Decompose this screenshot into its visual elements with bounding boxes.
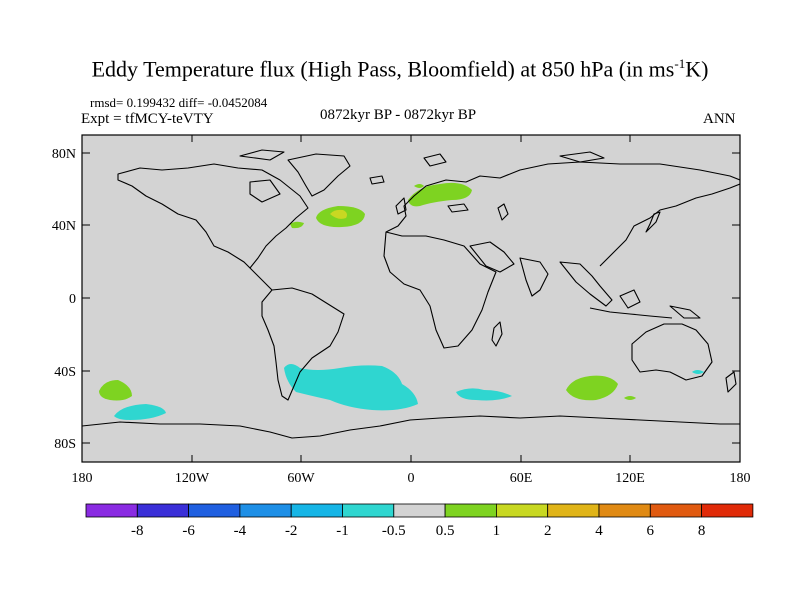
coast-greenland — [287, 153, 351, 197]
anomaly-north-atlantic-core — [330, 209, 347, 219]
anomaly-southeast-indian-small — [624, 396, 636, 400]
colorbar-swatch-9 — [547, 503, 600, 518]
period-label: 0872kyr BP - 0872kyr BP — [320, 107, 477, 123]
colorbar-swatch-7 — [444, 503, 497, 518]
coast-arctic-islands — [239, 149, 285, 161]
colorbar-swatch-0 — [85, 503, 138, 518]
colorbar: -8 -6 -4 -2 -1 -0.5 0.5 1 2 4 6 8 — [85, 503, 754, 539]
colorbar-swatch-12 — [701, 503, 754, 518]
colorbar-label-9: 4 — [595, 523, 603, 539]
coast-black-sea — [447, 203, 469, 213]
colorbar-swatch-3 — [239, 503, 292, 518]
colorbar-swatch-4 — [290, 503, 343, 518]
coast-madagascar — [491, 321, 503, 347]
lat-label-80n: 80N — [52, 147, 76, 162]
lon-label-60e: 60E — [510, 471, 533, 486]
colorbar-swatch-10 — [598, 503, 651, 518]
anomaly-australia-south-small — [692, 370, 704, 374]
rmsd-diff-label: rmsd= 0.199432 diff= -0.0452084 — [90, 95, 268, 110]
lat-label-40s: 40S — [54, 365, 76, 380]
coast-north-america — [117, 163, 309, 269]
colorbar-swatch-2 — [188, 503, 241, 518]
map-background — [82, 135, 740, 462]
coast-iceland — [369, 175, 385, 185]
colorbar-label-3: -2 — [285, 523, 298, 539]
anomaly-south-pacific-cyan — [114, 404, 166, 420]
latitude-ticks — [82, 152, 740, 444]
coast-svalbard — [423, 153, 447, 167]
coast-antarctica — [82, 415, 740, 439]
anomaly-scandinavia — [408, 182, 472, 207]
colorbar-label-8: 2 — [544, 523, 552, 539]
anomaly-arctic-sliver — [414, 184, 424, 188]
anomaly-south-indian-ocean-east — [566, 375, 618, 401]
colorbar-label-2: -4 — [234, 523, 247, 539]
coast-caspian-sea — [497, 203, 509, 221]
anomaly-northwest-atlantic — [290, 221, 304, 229]
longitude-ticks — [81, 135, 741, 462]
colorbar-label-5: -0.5 — [382, 523, 406, 539]
coast-east-asia — [599, 183, 740, 267]
season-label: ANN — [703, 111, 736, 127]
anomaly-south-atlantic — [284, 364, 418, 411]
lon-label-60w: 60W — [287, 471, 315, 486]
colorbar-swatch-11 — [649, 503, 702, 518]
lon-label-120w: 120W — [175, 471, 210, 486]
coastlines — [82, 149, 740, 439]
coast-australia — [631, 323, 713, 381]
lat-label-40n: 40N — [52, 219, 76, 234]
colorbar-label-1: -6 — [182, 523, 195, 539]
coast-africa — [383, 231, 497, 349]
coast-siberian-islands — [559, 151, 605, 163]
coast-uk — [395, 197, 407, 215]
colorbar-label-7: 1 — [493, 523, 501, 539]
coast-japan — [645, 211, 661, 233]
coast-new-guinea — [669, 305, 701, 319]
coast-europe — [385, 161, 740, 233]
coast-arabia — [469, 241, 515, 273]
lon-label-0: 0 — [408, 471, 415, 486]
coast-hudson-bay — [249, 179, 281, 203]
coast-indonesia — [589, 307, 673, 319]
coast-southeast-asia — [559, 261, 613, 307]
lat-label-0: 0 — [69, 292, 76, 307]
plot-title: Eddy Temperature flux (High Pass, Bloomf… — [91, 56, 709, 82]
colorbar-swatch-8 — [495, 503, 549, 518]
coast-central-america — [249, 267, 273, 291]
coast-borneo — [619, 289, 641, 309]
anomaly-fields — [99, 182, 704, 420]
lon-label-120e: 120E — [615, 471, 645, 486]
lat-label-80s: 80S — [54, 437, 76, 452]
colorbar-swatch-6 — [393, 503, 446, 518]
lon-label-180w: 180 — [72, 471, 93, 486]
colorbar-label-4: -1 — [336, 523, 349, 539]
anomaly-south-indian-ocean-west — [456, 388, 512, 401]
lon-label-180e: 180 — [730, 471, 751, 486]
coast-south-america — [261, 287, 345, 401]
colorbar-label-10: 6 — [647, 523, 655, 539]
coast-new-zealand — [725, 371, 737, 393]
colorbar-label-11: 8 — [698, 523, 706, 539]
colorbar-label-6: 0.5 — [436, 523, 455, 539]
colorbar-swatch-1 — [136, 503, 190, 518]
colorbar-swatch-5 — [342, 503, 395, 518]
coast-india — [519, 257, 549, 297]
anomaly-south-pacific-green — [99, 380, 132, 401]
colorbar-label-0: -8 — [131, 523, 144, 539]
experiment-label: Expt = tfMCY-teVTY — [81, 111, 214, 127]
